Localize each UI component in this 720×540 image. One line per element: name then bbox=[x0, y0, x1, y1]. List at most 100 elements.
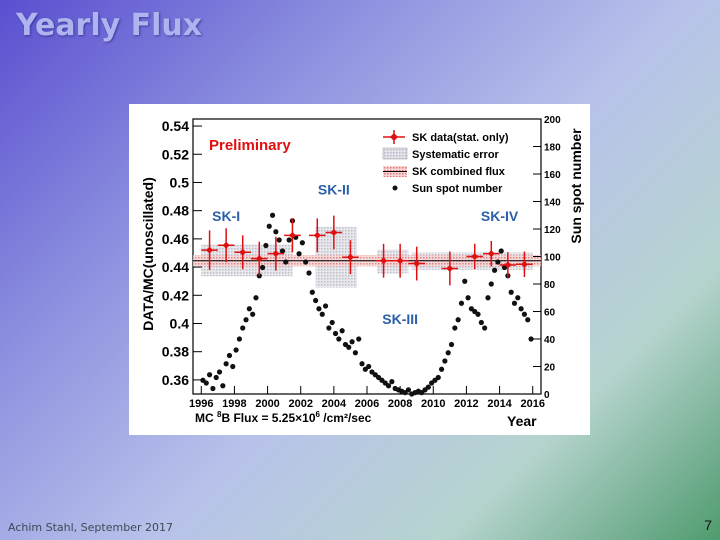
sunspot-point bbox=[319, 311, 325, 317]
legend: SK data(stat. only) Systematic error SK … bbox=[382, 130, 509, 195]
sunspot-point bbox=[322, 303, 329, 309]
x-tick-label: 1996 bbox=[189, 398, 213, 410]
sunspot-point bbox=[442, 358, 448, 364]
sunspot-point bbox=[236, 336, 242, 342]
sunspot-point bbox=[445, 350, 451, 356]
sunspot-point bbox=[356, 336, 362, 342]
slide-title: Yearly Flux bbox=[16, 8, 203, 43]
sunspot-point bbox=[306, 270, 312, 276]
x-tick-label: 1998 bbox=[222, 398, 246, 410]
sk-data-point bbox=[288, 231, 296, 239]
legend-systematic-swatch bbox=[382, 147, 408, 160]
sunspot-point bbox=[435, 374, 441, 381]
x-tick-label: 2000 bbox=[255, 398, 279, 410]
sunspot-point bbox=[508, 289, 514, 295]
y-right-tick-label: 160 bbox=[544, 170, 561, 181]
sunspot-point bbox=[299, 240, 305, 246]
sunspot-point bbox=[518, 306, 524, 312]
sunspot-point bbox=[488, 281, 494, 287]
sunspot-point bbox=[303, 259, 309, 265]
x-tick-label: 2006 bbox=[355, 398, 379, 410]
sunspot-point bbox=[448, 341, 455, 348]
y-left-tick-label: 0.4 bbox=[170, 315, 190, 331]
x-axis-title: Year bbox=[507, 413, 537, 429]
y-right-tick-label: 40 bbox=[544, 335, 556, 346]
flux-note: MC 8B Flux = 5.25×106 /cm²/sec bbox=[195, 410, 372, 425]
y-right-tick-label: 0 bbox=[544, 390, 550, 401]
x-tick-label: 2002 bbox=[288, 398, 312, 410]
sk-data-point bbox=[396, 257, 404, 265]
y-left-tick-label: 0.36 bbox=[162, 372, 189, 388]
flux-note-middle: B Flux = 5.25×10 bbox=[221, 411, 315, 425]
sunspot-point bbox=[528, 336, 534, 342]
sunspot-point bbox=[263, 242, 269, 249]
sunspot-point bbox=[269, 212, 276, 218]
flux-chart: 1996 1998 2000 2002 2004 2006 2008 2010 2012 2014… bbox=[140, 115, 584, 429]
sk-data-point bbox=[222, 241, 230, 249]
y-right-tick-label: 120 bbox=[544, 225, 561, 236]
y-left-tick-label: 0.48 bbox=[162, 203, 189, 219]
x-tick-label: 2004 bbox=[322, 398, 347, 410]
legend-entry-sunspot: Sun spot number bbox=[412, 183, 503, 195]
sunspot-point bbox=[405, 387, 412, 393]
sunspot-point bbox=[279, 248, 286, 254]
sk-data-point bbox=[471, 253, 479, 260]
sk-data-point bbox=[380, 257, 388, 265]
sunspot-point bbox=[349, 339, 355, 345]
phase-label: SK-IV bbox=[481, 208, 519, 224]
sk-data-point bbox=[206, 246, 214, 254]
y-left-tick-label: 0.54 bbox=[162, 118, 189, 134]
sunspot-point bbox=[210, 385, 216, 392]
sunspot-point bbox=[498, 248, 504, 254]
sunspot-point bbox=[462, 278, 468, 284]
sunspot-point bbox=[276, 237, 282, 243]
sunspot-point bbox=[203, 380, 209, 386]
sunspot-point bbox=[216, 369, 223, 375]
sunspot-point bbox=[273, 229, 279, 235]
sunspot-point bbox=[260, 264, 266, 271]
sunspot-point bbox=[286, 237, 292, 243]
flux-note-suffix: /cm²/sec bbox=[320, 411, 372, 425]
flux-note-sup1: 8 bbox=[217, 410, 222, 419]
sunspot-point bbox=[438, 366, 445, 372]
sunspot-point bbox=[511, 300, 518, 306]
x-tick-label: 2012 bbox=[454, 398, 478, 410]
sk-data-point bbox=[413, 260, 421, 268]
sunspot-point bbox=[246, 306, 252, 312]
sunspot-point bbox=[326, 325, 332, 331]
y-right-tick-label: 140 bbox=[544, 198, 561, 209]
sunspot-point bbox=[458, 300, 465, 306]
sunspot-point bbox=[240, 325, 246, 331]
y-right-tick-label: 200 bbox=[544, 115, 561, 126]
sunspot-point bbox=[226, 352, 233, 359]
sunspot-point bbox=[266, 223, 272, 229]
sk-data-point bbox=[487, 250, 495, 258]
y-left-tick-label: 0.5 bbox=[170, 174, 190, 190]
sunspot-point bbox=[283, 259, 289, 265]
sunspot-point bbox=[243, 317, 249, 323]
sunspot-point bbox=[329, 319, 335, 326]
legend-entry-combined: SK combined flux bbox=[412, 166, 506, 178]
y-right-tick-label: 60 bbox=[544, 308, 556, 319]
sunspot-point bbox=[336, 336, 342, 342]
sunspot-point bbox=[425, 384, 431, 390]
x-tick-label: 2014 bbox=[487, 398, 512, 410]
sunspot-point bbox=[316, 306, 322, 312]
sunspot-point bbox=[313, 297, 319, 304]
sk-data-point bbox=[330, 229, 338, 237]
sk-data-point bbox=[272, 250, 280, 258]
sunspot-point bbox=[339, 328, 345, 334]
y-left-tick-label: 0.46 bbox=[162, 231, 189, 247]
phase-label: SK-II bbox=[318, 181, 350, 197]
sunspot-point bbox=[359, 361, 365, 367]
flux-note-prefix: MC bbox=[195, 411, 217, 425]
y-left-tick-label: 0.42 bbox=[162, 287, 189, 303]
sunspot-point bbox=[206, 372, 213, 378]
legend-entry-systematic: Systematic error bbox=[412, 149, 500, 161]
sk-data-point bbox=[313, 231, 321, 239]
sunspot-point bbox=[256, 273, 262, 279]
y-axis-left-title: DATA/MC(unoscillated) bbox=[140, 177, 156, 330]
x-tick-label: 2008 bbox=[388, 398, 412, 410]
sunspot-point bbox=[482, 325, 488, 331]
sunspot-point bbox=[253, 295, 259, 301]
